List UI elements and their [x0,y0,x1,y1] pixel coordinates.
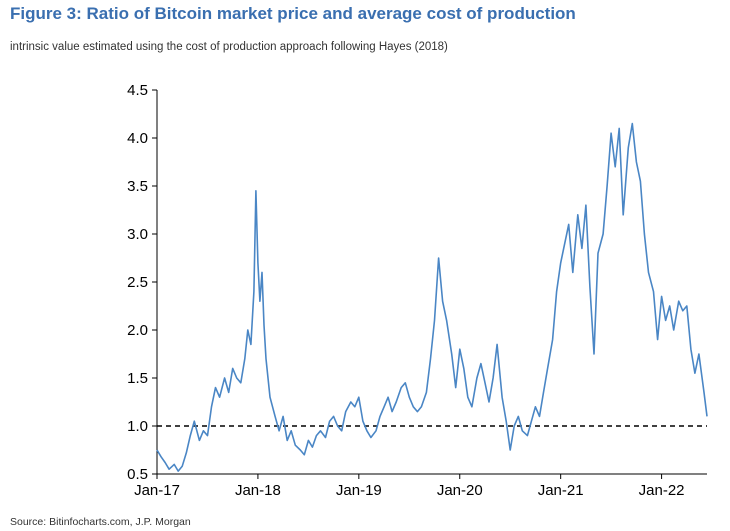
x-tick-label: Jan-17 [134,482,180,499]
x-ticks: Jan-17 Jan-18 Jan-19 Jan-20 Jan-21 Jan-22 [134,474,685,499]
x-tick-label: Jan-21 [538,482,584,499]
series-line-ratio [156,122,708,472]
chart-source: Source: Bitinfocharts.com, J.P. Morgan [10,516,191,528]
x-tick-label: Jan-19 [336,482,382,499]
y-tick-label: 4.5 [127,82,148,99]
y-tick-label: 3.5 [127,178,148,195]
chart-title: Figure 3: Ratio of Bitcoin market price … [10,4,576,23]
y-tick-label: 1.5 [127,370,148,387]
y-tick-label: 3.0 [127,226,148,243]
y-tick-label: 1.0 [127,418,148,435]
chart-subtitle: intrinsic value estimated using the cost… [10,41,448,53]
y-tick-label: 4.0 [127,130,148,147]
line-chart: 0.5 1.0 1.5 2.0 2.5 3.0 3.5 4.0 4.5 Jan-17 Jan-18… [127,82,708,499]
x-tick-label: Jan-22 [639,482,685,499]
y-tick-label: 0.5 [127,466,148,483]
x-tick-label: Jan-18 [235,482,281,499]
y-tick-label: 2.0 [127,322,148,339]
y-tick-label: 2.5 [127,274,148,291]
y-ticks: 0.5 1.0 1.5 2.0 2.5 3.0 3.5 4.0 4.5 [127,82,157,483]
x-tick-label: Jan-20 [437,482,483,499]
